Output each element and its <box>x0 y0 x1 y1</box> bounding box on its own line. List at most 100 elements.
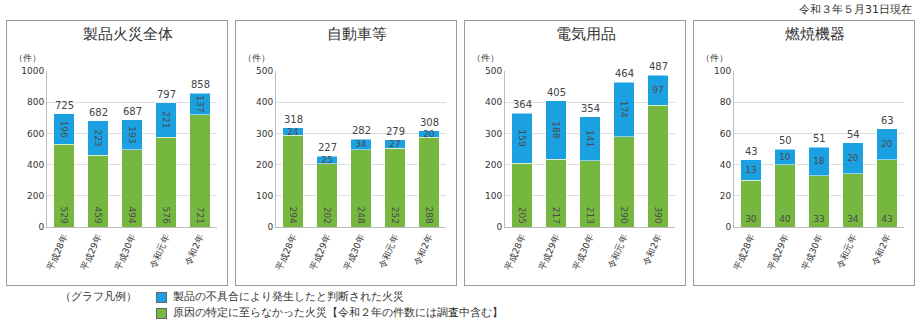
svg-text:500: 500 <box>485 66 502 76</box>
svg-text:平成28年: 平成28年 <box>503 233 528 272</box>
svg-text:159: 159 <box>517 130 527 147</box>
svg-text:227: 227 <box>318 142 337 153</box>
svg-text:300: 300 <box>485 129 502 139</box>
svg-text:288: 288 <box>424 207 434 224</box>
svg-text:200: 200 <box>485 160 502 170</box>
svg-text:576: 576 <box>161 207 171 224</box>
svg-text:464: 464 <box>615 68 634 79</box>
svg-text:200: 200 <box>256 160 273 170</box>
svg-text:390: 390 <box>653 207 663 224</box>
svg-text:43: 43 <box>745 146 758 157</box>
svg-text:300: 300 <box>256 129 273 139</box>
svg-text:400: 400 <box>256 97 273 107</box>
svg-text:10: 10 <box>779 152 791 162</box>
svg-text:40: 40 <box>720 160 732 170</box>
svg-text:294: 294 <box>288 207 298 224</box>
svg-text:721: 721 <box>195 207 205 224</box>
svg-text:平成30年: 平成30年 <box>571 233 596 272</box>
svg-text:34: 34 <box>355 139 367 149</box>
svg-text:24: 24 <box>287 127 299 137</box>
svg-text:40: 40 <box>779 214 791 224</box>
svg-text:平成30年: 平成30年 <box>342 233 367 272</box>
svg-text:400: 400 <box>27 160 44 170</box>
svg-text:97: 97 <box>652 85 663 95</box>
svg-text:100: 100 <box>485 191 502 201</box>
svg-text:174: 174 <box>619 101 629 118</box>
svg-text:平成29年: 平成29年 <box>79 233 104 272</box>
svg-text:500: 500 <box>256 66 273 76</box>
svg-text:20: 20 <box>881 139 893 149</box>
svg-text:令和元年: 令和元年 <box>377 233 401 270</box>
svg-text:平成28年: 平成28年 <box>732 233 757 272</box>
svg-text:279: 279 <box>386 126 405 137</box>
svg-text:487: 487 <box>649 61 668 72</box>
svg-text:682: 682 <box>89 107 108 118</box>
svg-text:13: 13 <box>745 165 756 175</box>
svg-text:529: 529 <box>59 207 69 224</box>
svg-text:33: 33 <box>813 214 824 224</box>
svg-text:405: 405 <box>547 87 566 98</box>
svg-text:平成30年: 平成30年 <box>800 233 825 272</box>
svg-text:494: 494 <box>127 207 137 224</box>
svg-text:858: 858 <box>191 79 210 90</box>
svg-text:（件）: （件） <box>472 53 499 63</box>
svg-text:282: 282 <box>352 125 371 136</box>
svg-text:63: 63 <box>881 115 894 126</box>
svg-text:平成29年: 平成29年 <box>766 233 791 272</box>
svg-text:196: 196 <box>59 120 69 137</box>
svg-text:364: 364 <box>513 99 532 110</box>
svg-text:平成28年: 平成28年 <box>274 233 299 272</box>
svg-text:34: 34 <box>847 214 859 224</box>
svg-text:令和2年: 令和2年 <box>412 233 435 267</box>
svg-text:令和元年: 令和元年 <box>835 233 859 270</box>
svg-text:290: 290 <box>619 207 629 224</box>
svg-text:54: 54 <box>847 129 860 140</box>
svg-text:27: 27 <box>389 139 400 149</box>
svg-text:平成28年: 平成28年 <box>45 233 70 272</box>
svg-text:平成29年: 平成29年 <box>537 233 562 272</box>
svg-text:30: 30 <box>745 214 757 224</box>
svg-text:202: 202 <box>322 207 332 224</box>
svg-text:221: 221 <box>161 111 171 128</box>
svg-text:（件）: （件） <box>701 53 728 63</box>
svg-text:燃焼機器: 燃焼機器 <box>785 25 845 43</box>
svg-text:141: 141 <box>585 130 595 147</box>
svg-text:令和元年: 令和元年 <box>148 233 172 270</box>
svg-text:令和元年: 令和元年 <box>606 233 630 270</box>
svg-text:217: 217 <box>551 207 561 224</box>
svg-text:100: 100 <box>714 66 731 76</box>
svg-text:80: 80 <box>720 97 732 107</box>
svg-text:687: 687 <box>123 106 142 117</box>
svg-text:20: 20 <box>720 191 732 201</box>
svg-text:318: 318 <box>284 114 303 125</box>
svg-text:308: 308 <box>420 117 439 128</box>
svg-text:0: 0 <box>725 222 731 232</box>
svg-text:1000: 1000 <box>21 66 44 76</box>
svg-text:188: 188 <box>551 121 561 138</box>
svg-text:600: 600 <box>27 129 44 139</box>
svg-text:0: 0 <box>496 222 502 232</box>
svg-text:（件）: （件） <box>14 53 41 63</box>
svg-text:725: 725 <box>55 100 74 111</box>
svg-text:459: 459 <box>93 207 103 224</box>
svg-text:205: 205 <box>517 207 527 224</box>
svg-text:797: 797 <box>157 89 176 100</box>
svg-text:0: 0 <box>38 222 44 232</box>
svg-text:252: 252 <box>390 207 400 224</box>
svg-text:137: 137 <box>195 95 205 112</box>
svg-text:電気用品: 電気用品 <box>556 25 616 43</box>
svg-text:50: 50 <box>779 135 792 146</box>
svg-text:43: 43 <box>881 214 892 224</box>
svg-text:平成29年: 平成29年 <box>308 233 333 272</box>
svg-text:0: 0 <box>267 222 273 232</box>
svg-text:51: 51 <box>813 133 826 144</box>
svg-text:自動車等: 自動車等 <box>327 25 387 43</box>
svg-text:100: 100 <box>256 191 273 201</box>
svg-text:354: 354 <box>581 103 600 114</box>
svg-text:平成30年: 平成30年 <box>113 233 138 272</box>
svg-text:400: 400 <box>485 97 502 107</box>
svg-text:18: 18 <box>813 156 825 166</box>
svg-text:200: 200 <box>27 191 44 201</box>
svg-text:製品火災全体: 製品火災全体 <box>83 25 173 43</box>
svg-text:223: 223 <box>93 129 103 146</box>
